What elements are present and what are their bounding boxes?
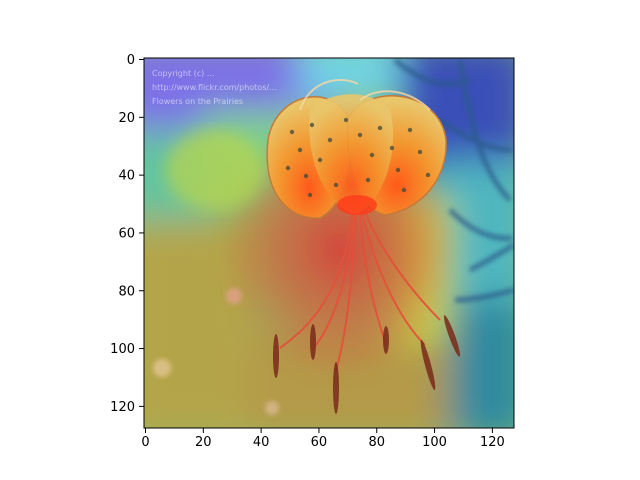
heatmap-image: Copyright (c) ... http://www.flickr.com/… — [144, 58, 514, 428]
x-tick-label: 40 — [253, 435, 270, 450]
y-tick-label: 40 — [118, 169, 135, 184]
watermark: Copyright (c) ... http://www.flickr.com/… — [152, 69, 277, 106]
x-axis: 0 20 40 60 80 100 120 — [141, 428, 505, 450]
x-tick-label: 80 — [368, 435, 385, 450]
x-tick-label: 0 — [141, 435, 149, 450]
watermark-line-3: Flowers on the Prairies — [152, 97, 243, 106]
y-tick-label: 120 — [110, 400, 135, 415]
x-tick-label: 100 — [422, 435, 447, 450]
axes-frame — [143, 57, 515, 429]
lily-anthers — [273, 315, 461, 414]
y-axis: 0 20 40 60 80 100 120 — [110, 53, 144, 415]
y-tick-label: 100 — [110, 342, 135, 357]
lily-stamens — [279, 209, 441, 371]
watermark-line-2: http://www.flickr.com/photos/... — [152, 83, 277, 92]
watermark-line-1: Copyright (c) ... — [152, 69, 214, 78]
x-tick-label: 60 — [311, 435, 328, 450]
y-tick-label: 60 — [118, 226, 135, 241]
y-tick-label: 0 — [127, 53, 135, 68]
x-tick-label: 120 — [480, 435, 505, 450]
x-tick-label: 20 — [195, 435, 212, 450]
lily-flower — [266, 78, 447, 219]
y-tick-label: 20 — [118, 111, 135, 126]
y-tick-label: 80 — [118, 284, 135, 299]
